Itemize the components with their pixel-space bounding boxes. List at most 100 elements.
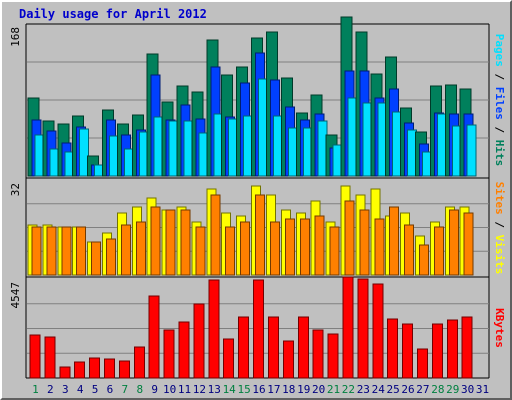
x-tick-label: 18 [282,383,295,396]
bar-sites [106,238,117,276]
legend-files: Files [493,87,506,120]
bar-kbytes [342,276,354,379]
x-tick-label: 20 [312,383,325,396]
bar-sites [404,224,415,276]
x-tick-label: 4 [77,383,84,396]
bar-kbytes [74,361,86,379]
bar-sites [314,215,325,276]
bar-sites [225,226,236,276]
x-tick-label: 1 [32,383,39,396]
bar-kbytes [253,279,265,379]
bar-pages [79,128,90,177]
bar-sites [210,194,221,276]
bar-kbytes [282,340,294,379]
x-tick-label: 19 [297,383,310,396]
legend-hits: Hits [493,140,506,167]
bar-kbytes [312,329,324,379]
x-tick-label: 5 [92,383,99,396]
x-tick-label: 11 [178,383,191,396]
x-tick-label: 7 [122,383,129,396]
bar-sites [91,241,102,276]
bar-kbytes [118,360,130,379]
bar-sites [433,226,444,276]
bar-pages [466,124,477,177]
x-tick-label: 29 [446,383,459,396]
x-tick-label: 30 [461,383,474,396]
x-tick-label: 13 [208,383,221,396]
bar-sites [195,226,206,276]
x-tick-label: 31 [476,383,489,396]
x-tick-label: 26 [401,383,414,396]
chart-title: Daily usage for April 2012 [19,7,207,21]
bar-sites [374,218,385,276]
bar-sites [165,209,176,276]
x-tick-label: 17 [267,383,280,396]
bar-sites [389,206,400,276]
legend-bottom: KBytes [493,308,506,348]
bar-sites [359,209,370,276]
x-tick-label: 8 [136,383,143,396]
x-tick-label: 15 [237,383,250,396]
bar-sites [344,200,355,276]
x-tick-label: 22 [342,383,355,396]
bar-sites [255,194,266,276]
bar-kbytes [163,329,175,379]
bar-kbytes [267,316,279,379]
legend-middle: Sites / Visits [493,182,506,275]
bar-kbytes [372,283,384,379]
legend-visits: Visits [493,235,506,275]
x-tick-label: 14 [223,383,237,396]
bar-kbytes [416,348,428,379]
bar-kbytes [297,316,309,379]
bar-sites [463,212,474,276]
bar-sites [76,226,87,276]
x-tick-label: 24 [372,383,386,396]
bar-sites [61,226,72,276]
bar-kbytes [387,318,399,379]
bar-sites [46,226,57,276]
bar-kbytes [357,278,369,379]
bar-sites [180,209,191,276]
y-max-label: 32 [9,183,22,196]
x-tick-label: 2 [47,383,54,396]
bar-sites [240,221,251,276]
bar-kbytes [148,295,160,379]
bar-sites [135,221,146,276]
x-tick-label: 6 [107,383,114,396]
bar-kbytes [178,321,190,379]
legend-kbytes: KBytes [493,308,506,348]
x-tick-label: 27 [416,383,429,396]
x-tick-label: 23 [357,383,370,396]
x-tick-label: 21 [327,383,340,396]
bar-kbytes [44,336,56,379]
x-tick-label: 16 [252,383,265,396]
bar-kbytes [223,338,235,379]
y-max-label: 4547 [9,282,22,309]
bar-sites [150,206,161,276]
bar-kbytes [446,319,458,379]
bar-kbytes [208,279,220,379]
x-tick-label: 28 [431,383,444,396]
bar-kbytes [431,323,443,379]
bar-sites [284,218,295,276]
x-tick-label: 3 [62,383,69,396]
bar-sites [269,221,280,276]
bar-kbytes [104,358,116,379]
x-tick-label: 25 [387,383,400,396]
bar-sites [120,224,131,276]
bar-kbytes [29,334,41,379]
legend-top: Pages / Files / Hits [493,34,506,167]
x-tick-label: 10 [163,383,176,396]
x-tick-label: 9 [151,383,158,396]
bar-kbytes [89,357,101,379]
bar-sites [299,218,310,276]
bar-sites [31,226,42,276]
bar-sites [418,244,429,276]
y-max-label: 168 [9,27,22,47]
bar-kbytes [59,366,71,379]
bar-kbytes [238,316,250,379]
bar-kbytes [193,303,205,379]
bar-kbytes [402,323,414,379]
legend-pages: Pages [493,34,506,67]
